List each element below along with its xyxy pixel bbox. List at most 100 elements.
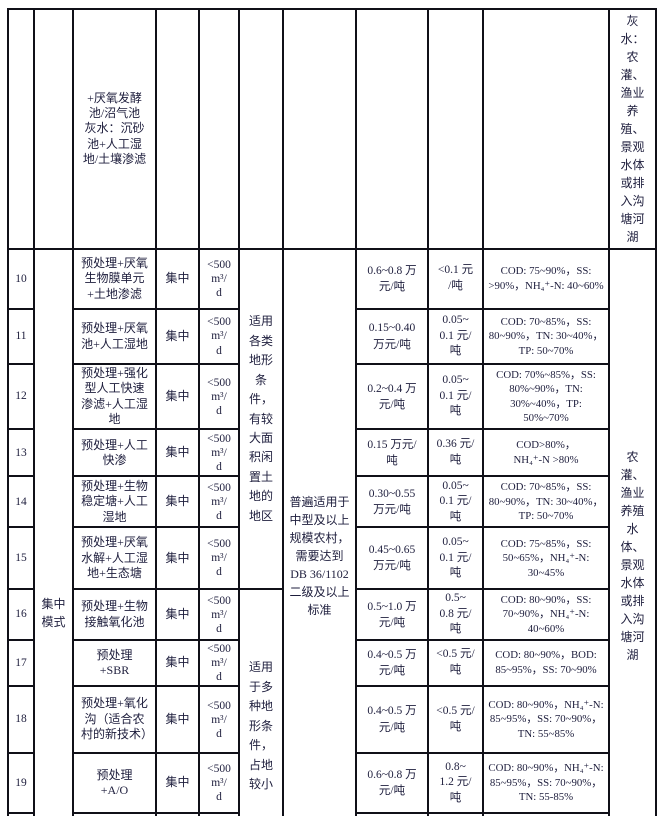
centralized-type-cell: 集中 bbox=[155, 638, 200, 688]
scale-cell: <500 m³/ d bbox=[198, 248, 240, 310]
capex-cell: 0.45~0.65 万元/吨 bbox=[355, 526, 429, 591]
table-row: 10 集中 模式 预处理+厌氧生物膜单元+土地渗滤 集中 <500 m³/ d … bbox=[7, 247, 657, 816]
table-row: 16 预处理+生物接触氧化池 集中 <500 m³/ d 适用于多种地形条件，占… bbox=[7, 588, 656, 816]
scale-cell: <500 m³/ d bbox=[198, 685, 240, 755]
row-number-cell: 19 bbox=[7, 752, 35, 815]
opex-cell: 0.8~ 1.2 元/ 吨 bbox=[427, 752, 484, 815]
effluent-cell: COD: 80~90%，SS: 75~98%，NH₄⁺-N: 80~95% bbox=[482, 812, 610, 816]
effluent-cell: COD: 80~90%，SS: 70~90%，NH₄⁺-N: 40~60% bbox=[482, 588, 610, 641]
destination-cell: 农灌、渔业养殖水体、景观水体或排入沟塘河湖 bbox=[608, 248, 657, 816]
row-number-cell: 11 bbox=[7, 308, 35, 365]
table-row: 14 预处理+生物稳定塘+人工湿地 集中 <500 m³/ d 0.30~0.5… bbox=[7, 475, 656, 529]
table-row: 18 预处理+氧化沟（适合农村的新技术） 集中 <500 m³/ d 0.4~0… bbox=[7, 685, 656, 755]
terrain-cell: 适用各类地形条件，有较大面积闲置土地的地区 bbox=[238, 247, 284, 591]
row-number-cell: 20 bbox=[7, 812, 35, 816]
row-number-cell bbox=[7, 8, 35, 250]
process-cell: 预处理+生物稳定塘+人工湿地 bbox=[72, 475, 157, 529]
mode-cell bbox=[33, 8, 74, 250]
centralized-type-cell: 集中 bbox=[155, 475, 200, 529]
opex-cell: <0.1 元 /吨 bbox=[427, 248, 484, 310]
effluent-cell: COD>80%， NH₄⁺-N >80% bbox=[482, 428, 610, 478]
effluent-cell: COD: 75~85%，SS: 50~65%，NH₄⁺-N: 30~45% bbox=[482, 526, 610, 591]
process-cell: +厌氧发酵池/沼气池 灰水：沉砂池+人工湿地/土壤渗滤 bbox=[72, 8, 157, 250]
capex-cell: 0.2~0.4 万 元/吨 bbox=[355, 362, 429, 431]
row-number-cell: 13 bbox=[7, 428, 35, 478]
scale-cell bbox=[198, 8, 240, 250]
scale-cell: <500 m³/ d bbox=[198, 475, 240, 529]
capex-cell: 0.15 万元/ 吨 bbox=[355, 428, 429, 478]
effluent-cell: COD: 70%~85%，SS: 80%~90%，TN: 30%~40%，TP:… bbox=[482, 362, 610, 431]
opex-cell: 0.11~ 0.22 元/ 吨 bbox=[427, 812, 484, 816]
effluent-cell: COD: 70~85%，SS: 80~90%，TN: 30~40%，TP: 50… bbox=[482, 308, 610, 365]
process-cell: 预处理+生物接触氧化池 bbox=[72, 588, 157, 641]
opex-cell bbox=[427, 8, 484, 250]
table-row: 17 预处理 +SBR 集中 <500 m³/ d 0.4~0.5 万 元/吨 … bbox=[7, 638, 656, 688]
table-row: 13 预处理+人工快渗 集中 <500 m³/ d 0.15 万元/ 吨 0.3… bbox=[7, 428, 656, 478]
process-cell: 预处理+人工快渗 bbox=[72, 428, 157, 478]
capex-cell: 0.6~0.8 万 元/吨 bbox=[355, 248, 429, 310]
process-cell: 预处理+强化型人工快速渗滤+人工湿地 bbox=[72, 362, 157, 431]
effluent-cell bbox=[482, 8, 610, 250]
process-cell: 预处理+生物滤池 bbox=[72, 812, 157, 816]
mode-cell: 集中 模式 bbox=[33, 248, 74, 816]
row-number-cell: 17 bbox=[7, 638, 35, 688]
capex-cell: 0.5~1.0 万 元/吨 bbox=[355, 588, 429, 641]
centralized-type-cell bbox=[155, 8, 200, 250]
effluent-cell: COD: 80~90%，NH₄⁺-N: 85~95%，SS: 70~90%，TN… bbox=[482, 752, 610, 815]
scale-cell: <500 m³/ d bbox=[198, 362, 240, 431]
table-row: 19 预处理 +A/O 集中 <500 m³/ d 0.6~0.8 万 元/吨 … bbox=[7, 752, 656, 815]
opex-cell: <0.5 元/ 吨 bbox=[427, 638, 484, 688]
scale-cell: <500 m³/ d bbox=[198, 428, 240, 478]
treatment-modes-table: +厌氧发酵池/沼气池 灰水：沉砂池+人工湿地/土壤渗滤 灰水： 农灌、渔业养殖、… bbox=[7, 8, 657, 816]
process-cell: 预处理+厌氧水解+人工湿地+生态塘 bbox=[72, 526, 157, 591]
process-cell: 预处理+氧化沟（适合农村的新技术） bbox=[72, 685, 157, 755]
effluent-cell: COD: 70~85%，SS: 80~90%，TN: 30~40%，TP: 50… bbox=[482, 475, 610, 529]
opex-cell: 0.05~ 0.1 元/ 吨 bbox=[427, 526, 484, 591]
centralized-type-cell: 集中 bbox=[155, 248, 200, 310]
effluent-cell: COD: 80~90%，NH₄⁺-N: 85~95%，SS: 70~90%，TN… bbox=[482, 685, 610, 755]
process-cell: 预处理 +A/O bbox=[72, 752, 157, 815]
process-cell: 预处理 +SBR bbox=[72, 638, 157, 688]
centralized-type-cell: 集中 bbox=[155, 685, 200, 755]
opex-cell: <0.5 元/ 吨 bbox=[427, 685, 484, 755]
capex-cell: 0.5~1.0 万 元/吨 bbox=[355, 812, 429, 816]
capex-cell bbox=[355, 8, 429, 250]
scale-cell: <500 m³/ d bbox=[198, 812, 240, 816]
capex-cell: 0.4~0.5 万 元/吨 bbox=[355, 685, 429, 755]
row-number-cell: 10 bbox=[7, 248, 35, 310]
table-row: 15 预处理+厌氧水解+人工湿地+生态塘 集中 <500 m³/ d 0.45~… bbox=[7, 526, 656, 591]
row-number-cell: 16 bbox=[7, 588, 35, 641]
centralized-type-cell: 集中 bbox=[155, 752, 200, 815]
row-number-cell: 18 bbox=[7, 685, 35, 755]
opex-cell: 0.36 元/ 吨 bbox=[427, 428, 484, 478]
scale-cell: <500 m³/ d bbox=[198, 526, 240, 591]
table-row: 11 预处理+厌氧池+人工湿地 集中 <500 m³/ d 0.15~0.40 … bbox=[7, 308, 656, 365]
centralized-type-cell: 集中 bbox=[155, 428, 200, 478]
terrain-cell: 适用于多种地形条件，占地较小 bbox=[238, 588, 284, 816]
capex-cell: 0.6~0.8 万 元/吨 bbox=[355, 752, 429, 815]
capex-cell: 0.30~0.55 万元/吨 bbox=[355, 475, 429, 529]
row-number-cell: 14 bbox=[7, 475, 35, 529]
capex-cell: 0.15~0.40 万元/吨 bbox=[355, 308, 429, 365]
opex-cell: 0.5~ 0.8 元/ 吨 bbox=[427, 588, 484, 641]
process-cell: 预处理+厌氧池+人工湿地 bbox=[72, 308, 157, 365]
scale-cell: <500 m³/ d bbox=[198, 638, 240, 688]
capex-cell: 0.4~0.5 万 元/吨 bbox=[355, 638, 429, 688]
scale-cell: <500 m³/ d bbox=[198, 752, 240, 815]
opex-cell: 0.05~ 0.1 元/ 吨 bbox=[427, 308, 484, 365]
table-row: +厌氧发酵池/沼气池 灰水：沉砂池+人工湿地/土壤渗滤 灰水： 农灌、渔业养殖、… bbox=[7, 8, 657, 250]
centralized-type-cell: 集中 bbox=[155, 812, 200, 816]
destination-cell: 灰水： 农灌、渔业养殖、景观水体或排入沟塘河湖 bbox=[608, 8, 657, 250]
table-row: 12 预处理+强化型人工快速渗滤+人工湿地 集中 <500 m³/ d 0.2~… bbox=[7, 362, 656, 431]
centralized-type-cell: 集中 bbox=[155, 308, 200, 365]
process-cell: 预处理+厌氧生物膜单元+土地渗滤 bbox=[72, 248, 157, 310]
centralized-type-cell: 集中 bbox=[155, 362, 200, 431]
row-number-cell: 12 bbox=[7, 362, 35, 431]
applicability-cell bbox=[282, 8, 357, 250]
effluent-cell: COD: 80~90%，BOD: 85~95%，SS: 70~90% bbox=[482, 638, 610, 688]
opex-cell: 0.05~ 0.1 元/ 吨 bbox=[427, 475, 484, 529]
table-row: 20 预处理+生物滤池 集中 <500 m³/ d 0.5~1.0 万 元/吨 … bbox=[7, 812, 656, 816]
row-number-cell: 15 bbox=[7, 526, 35, 591]
centralized-type-cell: 集中 bbox=[155, 588, 200, 641]
